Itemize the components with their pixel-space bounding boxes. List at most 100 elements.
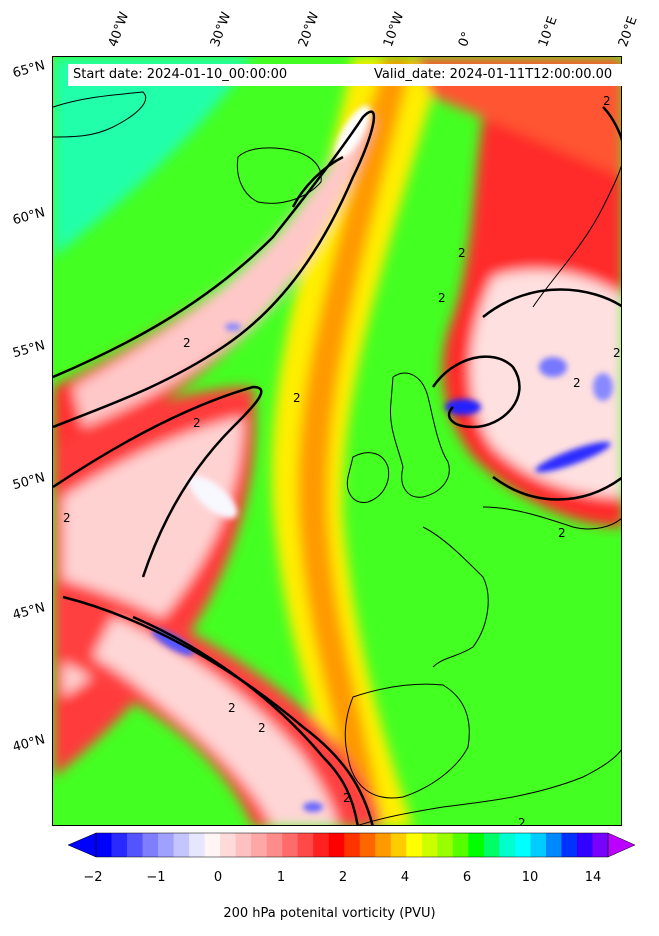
- colorbar-tick-label: 10: [521, 870, 539, 885]
- contour-2pvu: [431, 355, 521, 429]
- colorbar-under-arrow: [68, 832, 97, 858]
- colorbar-cell: [266, 833, 283, 857]
- coastline-iceland: [236, 147, 322, 204]
- colorbar-cell: [220, 833, 237, 857]
- white-patch: [188, 475, 238, 519]
- start-date-box: Start date: 2024-01-10_00:00:00: [68, 64, 368, 86]
- contour-2pvu: [602, 106, 621, 142]
- colorbar-cell: [576, 833, 593, 857]
- colorbar-cell: [111, 833, 128, 857]
- colorbar-tick-label: 14: [584, 870, 602, 885]
- lon-label: 40°W: [105, 10, 133, 49]
- colorbar-title: 200 hPa potenital vorticity (PVU): [223, 906, 436, 921]
- pv-field-map: 2 2 2 2 2 2 2 2 2 2 2 2 2 2: [53, 57, 621, 826]
- colorbar-cell: [592, 833, 609, 857]
- colorbar-cell: [437, 833, 454, 857]
- colorbar-tick-label: 6: [462, 870, 472, 885]
- colorbar: [68, 832, 636, 858]
- colorbar-tick-label: −2: [83, 870, 103, 885]
- valid-date-text: Valid_date: 2024-01-11T12:00:00.00: [374, 67, 613, 82]
- colorbar-cell: [173, 833, 190, 857]
- colorbar-outline: [95, 832, 609, 858]
- red-region-top: [413, 57, 621, 177]
- valid-date-box: Valid_date: 2024-01-11T12:00:00.00: [368, 64, 634, 86]
- colorbar-cell: [158, 833, 175, 857]
- coastline-ireland: [346, 452, 390, 503]
- lat-label: 55°N: [11, 338, 47, 362]
- lat-label: 65°N: [11, 58, 47, 82]
- start-date-text: Start date: 2024-01-10_00:00:00: [73, 67, 288, 82]
- blue-patch: [303, 802, 323, 812]
- pink-region-east: [470, 270, 621, 497]
- lon-label: 0°: [455, 29, 476, 49]
- blue-patch: [539, 357, 567, 377]
- colorbar-tick-label: −1: [146, 870, 166, 885]
- colorbar-cell: [375, 833, 392, 857]
- coastline-scandinavia: [532, 165, 621, 308]
- coastline-france: [422, 526, 489, 668]
- contour-label: 2: [63, 511, 71, 525]
- colorbar-cell: [344, 833, 361, 857]
- colorbar-cell: [204, 833, 221, 857]
- contour-2pvu: [482, 288, 621, 318]
- contour-2pvu: [492, 475, 621, 501]
- colorbar-cell: [313, 833, 330, 857]
- lon-label: 10°W: [380, 10, 408, 49]
- lat-label: 50°N: [11, 470, 47, 494]
- cyan-region: [53, 57, 253, 257]
- colorbar-cell: [189, 833, 206, 857]
- colorbar-cell: [390, 833, 407, 857]
- contour-2pvu: [291, 155, 344, 208]
- lat-label: 40°N: [11, 732, 47, 756]
- colorbar-cell: [452, 833, 469, 857]
- contour-label: 2: [438, 291, 446, 305]
- blue-patch: [445, 399, 481, 415]
- contour-2pvu: [132, 615, 359, 825]
- contour-label: 2: [193, 416, 201, 430]
- colorbar-tick-label: 2: [338, 870, 348, 885]
- colorbar-tick-label: 0: [213, 870, 223, 885]
- colorbar-cell: [359, 833, 376, 857]
- coastline-iberia: [344, 683, 470, 799]
- colorbar-cell: [499, 833, 516, 857]
- pink-filament-north: [73, 117, 373, 427]
- coastline-europe: [482, 506, 621, 530]
- contour-label: 2: [603, 94, 611, 108]
- colorbar-cell: [251, 833, 268, 857]
- colorbar-cell: [96, 833, 113, 857]
- colorbar-cell: [468, 833, 485, 857]
- contour-label: 2: [343, 791, 351, 805]
- colorbar-cell: [142, 833, 159, 857]
- blue-patch: [593, 373, 613, 401]
- contour-label: 2: [293, 391, 301, 405]
- lon-label: 30°W: [207, 10, 235, 49]
- contour-label: 2: [558, 526, 566, 540]
- contour-label: 2: [573, 376, 581, 390]
- blue-patch: [535, 441, 611, 473]
- colorbar-tick-label: 4: [400, 870, 410, 885]
- lon-label: 10°E: [535, 14, 561, 50]
- colorbar-cell: [297, 833, 314, 857]
- contour-label: 2: [228, 701, 236, 715]
- colorbar-cell: [282, 833, 299, 857]
- colorbar-cell: [127, 833, 144, 857]
- colorbar-cell: [530, 833, 547, 857]
- colorbar-cell: [545, 833, 562, 857]
- colorbar-cell: [421, 833, 438, 857]
- colorbar-cell: [235, 833, 252, 857]
- pink-filament-south: [93, 617, 338, 825]
- contour-2pvu: [62, 595, 374, 825]
- colorbar-over-arrow: [607, 832, 636, 858]
- map-panel: 2 2 2 2 2 2 2 2 2 2 2 2 2 2: [52, 56, 622, 826]
- pv-contours: [53, 106, 621, 825]
- contour-label: 2: [183, 336, 191, 350]
- contour-2pvu: [53, 385, 263, 578]
- contour-label: 2: [518, 816, 526, 826]
- contour-2pvu: [53, 110, 376, 429]
- colorbar-cell: [328, 833, 345, 857]
- jet-band-orange: [297, 57, 413, 825]
- colorbar-tick-label: 1: [276, 870, 286, 885]
- coastlines: [53, 91, 621, 825]
- coastline-africa: [357, 749, 621, 825]
- colorbar-cell: [406, 833, 423, 857]
